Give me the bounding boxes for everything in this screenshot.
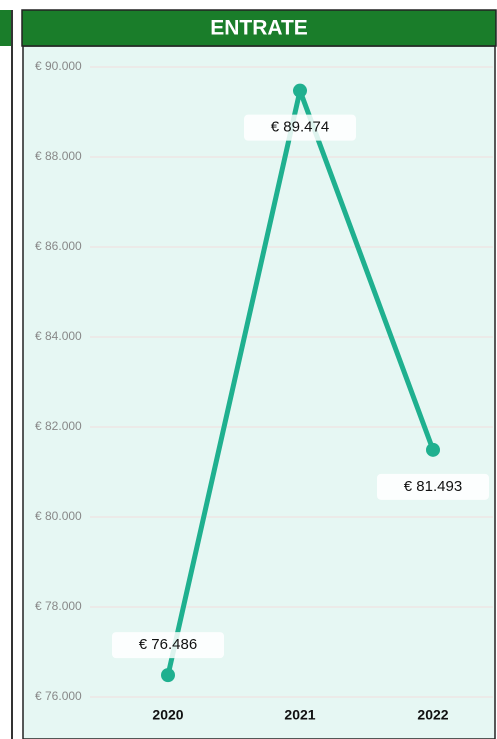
header	[21, 9, 497, 47]
plot-background	[22, 45, 496, 739]
neighbor-header	[0, 10, 11, 46]
value-label-box	[244, 114, 356, 141]
y-tick-label: € 80.000	[35, 509, 82, 523]
point	[161, 668, 175, 683]
x-tick-label: 2021	[284, 707, 315, 723]
y-tick-label: € 86.000	[35, 239, 82, 253]
y-tick-label: € 90.000	[35, 59, 82, 73]
x-tick-label: 2020	[152, 707, 183, 723]
point	[293, 83, 307, 98]
point	[426, 442, 440, 457]
value-label: € 89.474	[271, 119, 329, 136]
value-label-box	[377, 473, 489, 500]
y-tick-label: € 82.000	[35, 419, 82, 433]
chart-title: ENTRATE	[210, 17, 308, 40]
y-tick-label: € 88.000	[35, 149, 82, 163]
value-label: € 76.486	[139, 636, 197, 653]
value-label-box	[112, 632, 224, 659]
y-tick-label: € 84.000	[35, 329, 82, 343]
y-tick-label: € 78.000	[35, 599, 82, 613]
x-tick-label: 2022	[417, 707, 448, 723]
y-tick-label: € 76.000	[35, 689, 82, 703]
value-label: € 81.493	[404, 478, 462, 495]
